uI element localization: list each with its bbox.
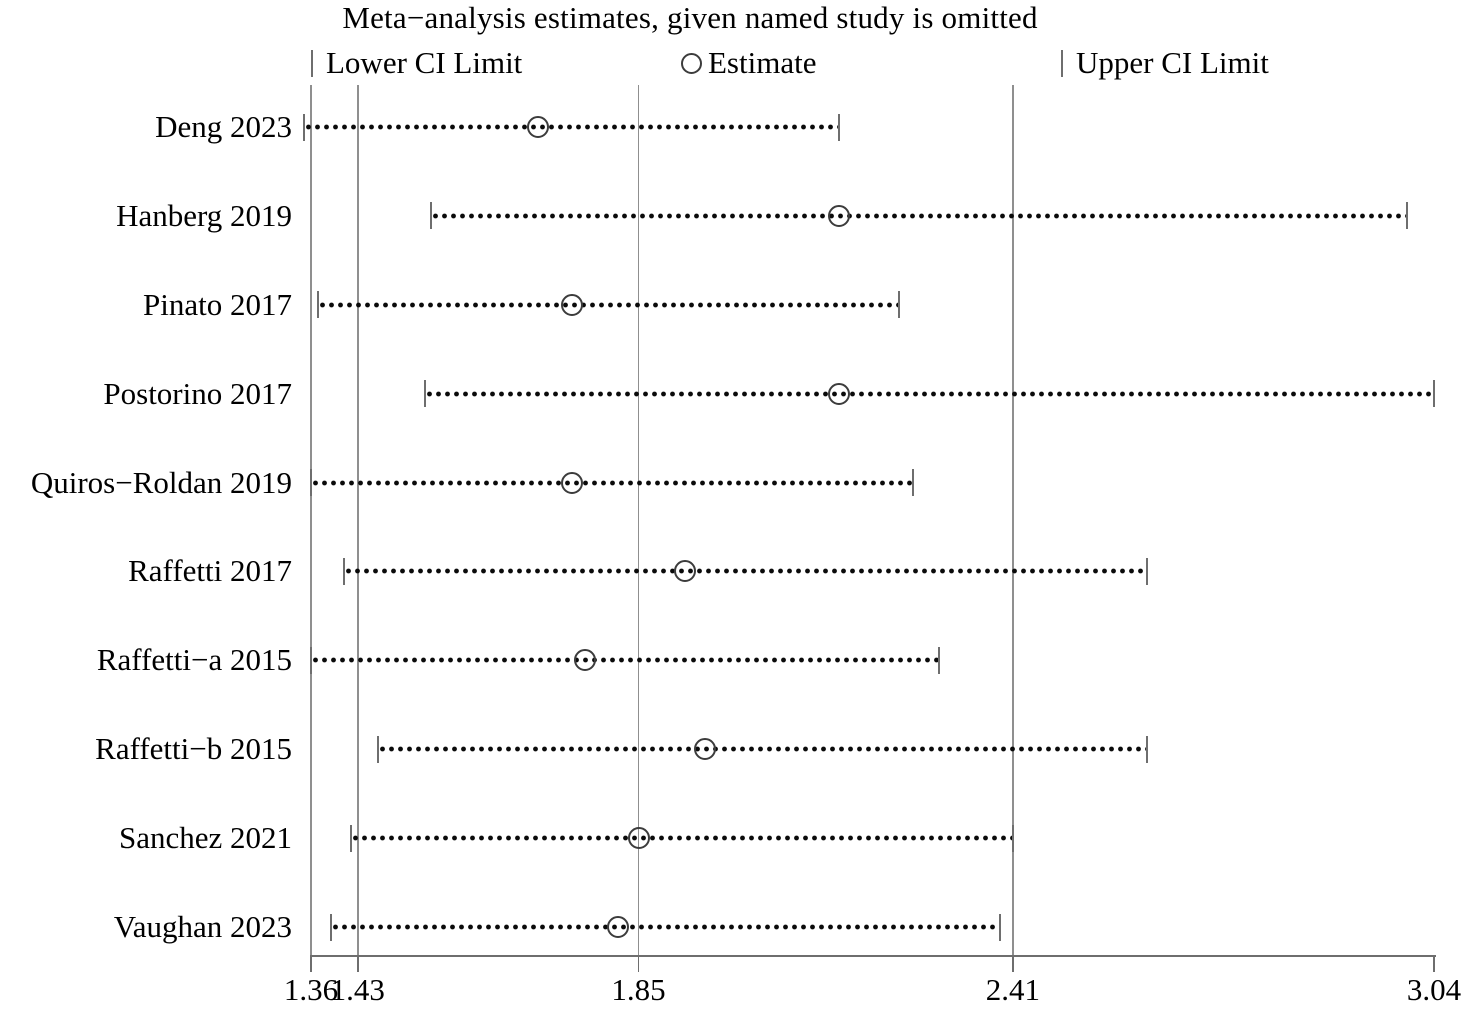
reference-gridline: [357, 85, 359, 956]
lower-ci-marker: [343, 557, 346, 585]
estimate-marker: [560, 293, 583, 316]
x-axis-tick-label: 1.43: [330, 972, 385, 1007]
ci-dotted-line: [304, 124, 840, 130]
ci-dotted-line: [317, 301, 900, 308]
estimate-marker: [574, 649, 597, 672]
ci-dotted-line: [431, 212, 1408, 219]
upper-ci-marker: [838, 113, 841, 141]
estimate-marker: [627, 827, 650, 850]
upper-ci-marker: [1433, 380, 1435, 408]
lower-ci-marker: [303, 113, 306, 141]
upper-ci-marker: [1145, 735, 1148, 763]
lower-ci-marker: [376, 735, 379, 763]
lower-ci-tick-icon: [311, 49, 313, 77]
estimate-marker: [828, 204, 851, 227]
upper-ci-marker: [998, 913, 1001, 941]
x-axis-tick-label: 2.41: [985, 972, 1040, 1007]
study-label: Deng 2023: [155, 109, 292, 144]
study-label: Sanchez 2021: [118, 820, 292, 856]
legend-upper-ci-label: Upper CI Limit: [1076, 45, 1269, 80]
upper-ci-marker: [1406, 202, 1409, 230]
x-axis-tick-label: 3.04: [1406, 972, 1462, 1007]
estimate-marker: [527, 116, 550, 138]
ci-dotted-line: [311, 657, 940, 664]
lower-ci-marker: [330, 913, 333, 941]
lower-ci-marker: [423, 380, 426, 408]
lower-ci-marker: [350, 824, 353, 852]
estimate-marker: [694, 738, 717, 761]
upper-ci-marker: [1011, 824, 1014, 852]
lower-ci-marker: [310, 469, 312, 497]
study-label: Raffetti 2017: [128, 553, 292, 589]
plot-title: Meta−analysis estimates, given named stu…: [342, 0, 1038, 35]
legend-lower-ci-label: Lower CI Limit: [326, 45, 523, 80]
x-axis-tick: [1012, 955, 1014, 972]
study-label: Postorino 2017: [103, 375, 292, 411]
upper-ci-marker: [911, 469, 914, 497]
study-label: Pinato 2017: [143, 286, 292, 322]
x-axis-tick: [357, 955, 359, 972]
estimate-marker: [828, 382, 851, 405]
ci-dotted-line: [311, 479, 913, 486]
legend-upper-ci: Upper CI Limit: [1061, 45, 1269, 80]
estimate-marker: [607, 916, 630, 938]
estimate-circle-icon: [681, 52, 702, 74]
upper-ci-marker: [1145, 557, 1148, 585]
study-label: Quiros−Roldan 2019: [30, 464, 292, 500]
study-label: Raffetti−a 2015: [96, 642, 292, 678]
estimate-marker: [674, 560, 697, 583]
x-axis-line: [311, 955, 1436, 957]
reference-gridline: [1012, 85, 1014, 956]
ci-dotted-line: [344, 568, 1147, 575]
reference-gridline: [310, 85, 312, 956]
ci-dotted-line: [424, 390, 1434, 397]
upper-ci-marker: [938, 646, 941, 674]
legend-estimate-label: Estimate: [708, 45, 817, 80]
upper-ci-marker: [898, 291, 901, 319]
lower-ci-marker: [430, 202, 433, 230]
upper-ci-tick-icon: [1061, 49, 1063, 77]
lower-ci-marker: [310, 646, 312, 674]
legend-lower-ci: Lower CI Limit: [311, 45, 523, 80]
x-axis-tick-label: 1.85: [611, 972, 666, 1007]
ci-dotted-line: [351, 835, 1013, 842]
ci-dotted-line: [331, 924, 1000, 930]
x-axis-tick: [1433, 955, 1435, 972]
legend-estimate: Estimate: [681, 45, 817, 80]
study-label: Raffetti−b 2015: [95, 731, 292, 767]
lower-ci-marker: [316, 291, 319, 319]
study-label: Vaughan 2023: [113, 909, 292, 944]
ci-dotted-line: [377, 746, 1147, 753]
study-label: Hanberg 2019: [116, 197, 292, 233]
reference-gridline: [637, 85, 640, 956]
estimate-marker: [560, 471, 583, 494]
x-axis-tick-label: 1.36: [283, 972, 339, 1007]
x-axis-tick: [637, 955, 640, 972]
x-axis-tick: [310, 955, 312, 972]
